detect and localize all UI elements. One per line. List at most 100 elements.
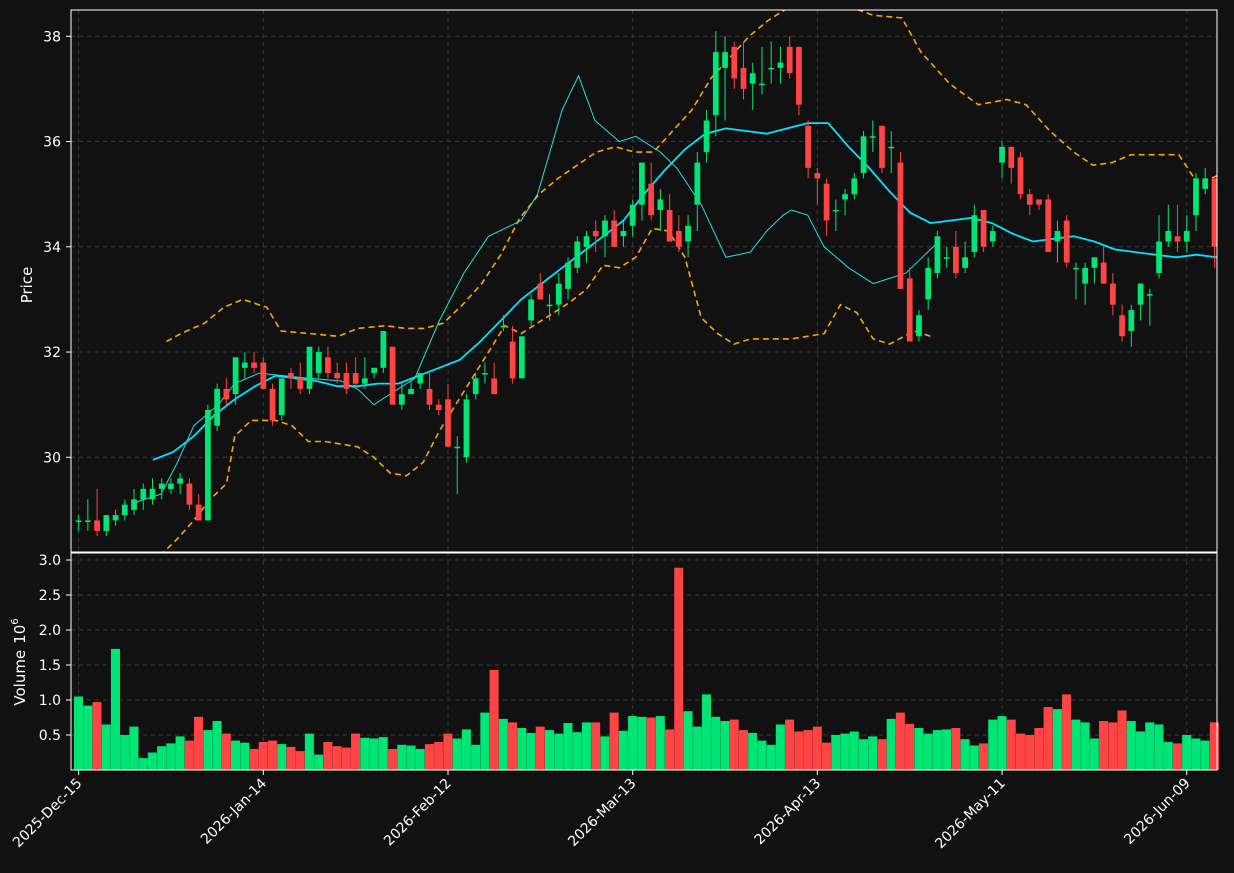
volume-bar [443,733,453,770]
volume-bar [295,751,305,770]
volume-bar [711,716,721,770]
volume-bar [1089,738,1099,770]
volume-bar [369,738,379,770]
volume-bar [683,711,693,770]
candle-body [999,146,1005,163]
volume-bar [378,737,388,770]
price-lines [136,10,1217,552]
volume-bar [1126,721,1136,770]
candle-body [897,162,904,289]
candle-body [666,209,673,242]
price-panel: 30 32 34 36 38 [43,9,1218,553]
volume-bar [646,717,656,770]
candle-body [796,46,802,105]
volume-bar [1052,709,1062,770]
volume-bar [286,746,296,770]
candle-body [777,62,784,68]
candle-body [94,520,100,531]
volume-bar [424,744,434,770]
volume-axis-label: Volume [11,650,29,706]
fast-moving-average-line [136,74,940,503]
volume-scale-base: 10 [11,625,29,644]
volume-bar [166,743,176,770]
candle-body [297,378,304,389]
candle-body [1119,315,1125,337]
candle-body [528,299,534,321]
volume-axis-title: Volume 106 [10,618,29,705]
volume-bar [988,719,998,770]
volume-bar [978,743,989,770]
candle-body [879,125,885,168]
candle-body [380,330,387,368]
price-tick-label: 32 [43,345,61,361]
candle-body [934,236,941,274]
candle-body [251,362,257,368]
upper-band-line [166,10,1217,343]
candle-body [223,388,230,400]
candle-body [832,209,839,212]
candle-body [1036,199,1042,205]
candle-body [814,173,821,179]
volume-bar [766,744,776,770]
volume-bar [314,754,324,770]
volume-bar [775,724,785,770]
volume-bar [351,733,361,770]
candle-body [121,504,128,516]
candle-body [685,225,691,242]
candle-body [759,83,765,86]
candle-body [306,346,313,389]
volume-bar [1182,735,1192,770]
candle-body [325,357,331,374]
candle-body [1174,236,1181,242]
volume-bar [609,712,619,770]
candle-body [1146,294,1153,296]
price-axis-title: Price [18,267,36,304]
volume-bar [905,723,915,770]
volume-bar [591,722,601,770]
lower-band-line [162,227,931,552]
candle-body [232,357,239,395]
volume-bar [1043,707,1053,770]
candle-body [278,378,285,416]
candle-body [1100,262,1107,284]
slow-moving-average-line [152,122,1217,461]
candle-body [426,388,433,405]
candle-body [620,231,627,237]
volume-bar [785,719,795,770]
volume-tick-label: 1.5 [39,658,61,674]
volume-bar [147,752,157,770]
candle-body [786,46,793,74]
volume-bar [489,669,499,770]
candle-body [1082,267,1089,284]
volume-bar [969,745,979,770]
candle-body [75,520,82,522]
volume-bar [1172,743,1182,770]
volume-bar [1209,722,1219,770]
candle-body [1026,194,1033,205]
volume-bar [526,732,536,770]
volume-bar [175,736,185,770]
volume-bar [74,696,84,770]
candle-body [731,46,738,79]
candle-body [269,388,276,421]
volume-bar [452,738,462,770]
candle-body [1110,283,1116,305]
volume-bar [194,716,204,770]
volume-bar [581,722,591,770]
candle-body [491,378,498,395]
volume-bar [1034,728,1044,770]
volume-bar [471,744,481,770]
candle-body [1165,231,1172,242]
candle-body [445,399,451,447]
volume-bar [914,728,924,770]
candle-body [131,499,137,510]
volume-bar [997,716,1007,770]
candle-body [657,199,664,210]
volume-bar [535,726,545,770]
volume-tick-label: 2.5 [39,588,61,604]
candle-body [1193,178,1199,216]
volume-bar [323,742,333,770]
volume-bar [665,729,675,770]
volume-bar [886,718,896,770]
candle-body [195,504,202,521]
